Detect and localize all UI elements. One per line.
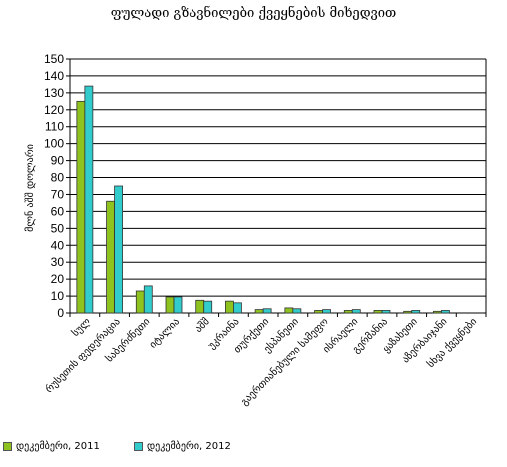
bar-2011-6 [254, 309, 264, 314]
bar-2012-2 [143, 285, 153, 314]
bar-2012-3 [173, 296, 183, 314]
bar-2011-9 [343, 310, 353, 314]
y-tick-label-0: 0 [57, 306, 64, 320]
bar-2012-0 [84, 85, 94, 314]
bar-2012-7 [292, 308, 302, 314]
bar-2011-2 [135, 290, 145, 314]
y-tick-label-60: 60 [51, 204, 65, 218]
axes [66, 58, 487, 317]
bar-2012-12 [441, 310, 450, 314]
bar-2011-11 [403, 310, 413, 314]
y-tick-label-100: 100 [44, 137, 64, 151]
bar-2012-9 [351, 309, 361, 314]
y-tick-label-30: 30 [51, 255, 65, 269]
bar-2011-1 [106, 200, 115, 314]
bar-2011-3 [165, 296, 175, 314]
bar-2011-12 [433, 310, 442, 314]
bar-2012-1 [114, 185, 123, 314]
legend-swatch-2012 [134, 442, 143, 451]
bar-2011-0 [76, 100, 86, 314]
bar-2012-10 [381, 310, 391, 314]
bar-2012-4 [203, 300, 213, 314]
x-tick-label-4: აშშ [192, 316, 211, 335]
y-tick-label-10: 10 [51, 289, 65, 303]
y-tick-label-40: 40 [51, 238, 65, 252]
y-tick-label-120: 120 [44, 103, 64, 117]
bar-2011-10 [373, 310, 383, 314]
y-tick-label-150: 150 [44, 52, 64, 66]
legend-label-2012: დეკემბერი, 2012 [147, 441, 231, 452]
y-tick-label-70: 70 [51, 187, 65, 201]
y-tick-label-80: 80 [51, 171, 65, 185]
bar-2012-6 [262, 308, 272, 314]
bar-2012-5 [233, 302, 242, 314]
y-tick-label-90: 90 [51, 154, 65, 168]
bar-2011-7 [284, 307, 294, 314]
bar-2011-8 [314, 310, 323, 314]
bar-2012-8 [322, 309, 331, 314]
legend-swatch-2011 [3, 442, 12, 451]
grid-lines [70, 58, 486, 314]
bar-2011-5 [225, 300, 234, 314]
legend-label-2011: დეკემბერი, 2011 [16, 441, 100, 452]
y-tick-label-110: 110 [45, 120, 64, 134]
x-tick-label-0: სულ [70, 315, 94, 339]
x-tick-label-3: იტალია [148, 316, 182, 350]
chart-title: ფულადი გზავნილები ქვეყნების მიხედვით [110, 6, 397, 21]
y-tick-label-50: 50 [51, 221, 65, 235]
bar-2012-11 [411, 310, 421, 314]
y-axis-title: მლნ აშშ დოლარი [24, 144, 36, 232]
y-tick-label-20: 20 [51, 272, 65, 286]
y-tick-label-140: 140 [44, 69, 64, 83]
legend-item-2011: დეკემბერი, 2011 [3, 441, 100, 452]
y-tick-label-130: 130 [44, 86, 64, 100]
legend-item-2012: დეკემბერი, 2012 [134, 441, 231, 452]
y-tick-labels: 0 10 20 30 40 50 60 70 80 90 100 110 120 130 140 150 [44, 52, 64, 320]
bars [76, 85, 450, 314]
bar-2011-4 [195, 299, 205, 314]
